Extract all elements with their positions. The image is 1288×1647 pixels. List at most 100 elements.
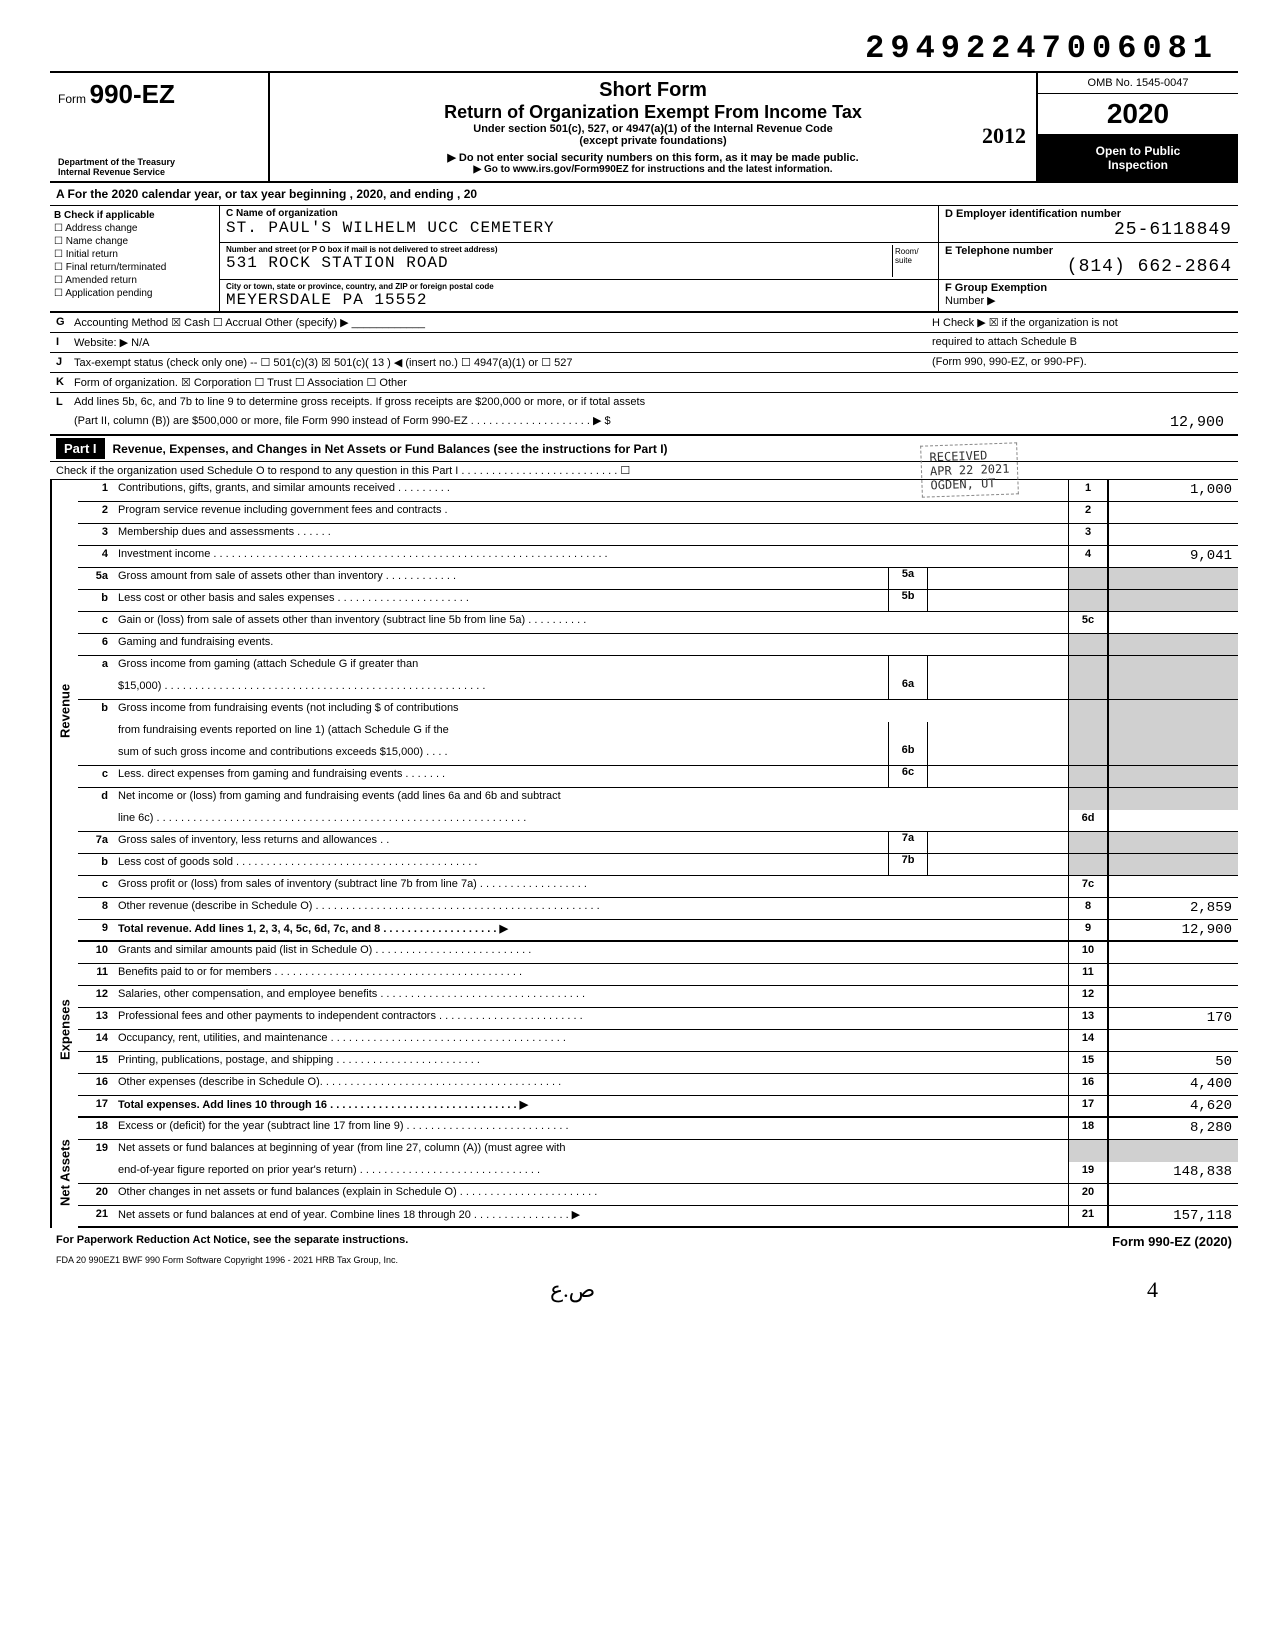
ln-6d-amt1 xyxy=(1108,788,1238,810)
ln-6c-amt xyxy=(1108,766,1238,787)
E-label: E Telephone number xyxy=(945,245,1232,257)
ln-2-box: 2 xyxy=(1068,502,1108,523)
ln-7b-no: b xyxy=(78,854,114,875)
page-footer: For Paperwork Reduction Act Notice, see … xyxy=(50,1230,1238,1253)
ln-3-no: 3 xyxy=(78,524,114,545)
ln-8-no: 8 xyxy=(78,898,114,919)
ln-9-desc: Total revenue. Add lines 1, 2, 3, 4, 5c,… xyxy=(114,920,1068,940)
ln-6-amt xyxy=(1108,634,1238,655)
H3-text: (Form 990, 990-EZ, or 990-PF). xyxy=(932,356,1232,369)
ln-15-box: 15 xyxy=(1068,1052,1108,1073)
ln-6d-desc2: line 6c) . . . . . . . . . . . . . . . .… xyxy=(114,810,1068,831)
form-of-org: Form of organization. ☒ Corporation ☐ Tr… xyxy=(74,376,1232,389)
title-section-text: Under section 501(c), 527, or 4947(a)(1)… xyxy=(473,123,832,135)
ln-6-box xyxy=(1068,634,1108,655)
ln-6a-iamt-blank xyxy=(928,656,1068,678)
ln-16-desc: Other expenses (describe in Schedule O).… xyxy=(114,1074,1068,1095)
ln-5a-box xyxy=(1068,568,1108,589)
bottom-handwriting: ص.ع 4 xyxy=(50,1267,1238,1303)
ln-14-no: 14 xyxy=(78,1030,114,1051)
col-CD: C Name of organization ST. PAUL'S WILHEL… xyxy=(220,206,1238,311)
header-mid: Short Form Return of Organization Exempt… xyxy=(270,73,1038,181)
ln-6b-desc2: from fundraising events reported on line… xyxy=(114,722,888,744)
col-B-checkboxes: B Check if applicable Address change Nam… xyxy=(50,206,220,311)
cb-name-change[interactable]: Name change xyxy=(54,236,215,247)
row-G-H: G Accounting Method ☒ Cash ☐ Accrual Oth… xyxy=(50,313,1238,333)
letter-L: L xyxy=(56,396,74,408)
ln-6c-no: c xyxy=(78,766,114,787)
tax-year: 2020 xyxy=(1038,94,1238,135)
ln-21-box: 21 xyxy=(1068,1206,1108,1226)
ln-7a-box xyxy=(1068,832,1108,853)
ein-cell: D Employer identification number 25-6118… xyxy=(938,206,1238,242)
ln-6b-iamt xyxy=(928,744,1068,765)
org-name-cell: C Name of organization ST. PAUL'S WILHEL… xyxy=(220,206,938,242)
ln-6b-desc3: sum of such gross income and contributio… xyxy=(114,744,888,765)
ln-3-desc: Membership dues and assessments . . . . … xyxy=(114,524,1068,545)
part-I-header-row: Part I Revenue, Expenses, and Changes in… xyxy=(50,436,1238,462)
row-K: K Form of organization. ☒ Corporation ☐ … xyxy=(50,373,1238,393)
ln-10-box: 10 xyxy=(1068,942,1108,963)
page-number-mark: 4 xyxy=(1147,1277,1158,1303)
revenue-body: 1Contributions, gifts, grants, and simil… xyxy=(78,480,1238,942)
cb-initial-return[interactable]: Initial return xyxy=(54,249,215,260)
ln-7a-desc: Gross sales of inventory, less returns a… xyxy=(114,832,888,853)
omb-number: OMB No. 1545-0047 xyxy=(1038,73,1238,94)
ln-4-box: 4 xyxy=(1068,546,1108,567)
H2-text: required to attach Schedule B xyxy=(932,336,1232,349)
city-value: MEYERSDALE PA 15552 xyxy=(226,291,932,309)
ln-7c-desc: Gross profit or (loss) from sales of inv… xyxy=(114,876,1068,897)
goto-url: ▶ Go to www.irs.gov/Form990EZ for instru… xyxy=(278,164,1028,175)
website: Website: ▶ N/A xyxy=(74,336,932,349)
ln-6d-amt xyxy=(1108,810,1238,831)
ln-7b-box xyxy=(1068,854,1108,875)
room-suite-label: Room/ suite xyxy=(892,245,932,277)
ln-6b-box2 xyxy=(1068,722,1108,744)
ln-6d-box: 6d xyxy=(1068,810,1108,831)
ln-3-box: 3 xyxy=(1068,524,1108,545)
initials-mark: ص.ع xyxy=(550,1277,595,1303)
paperwork-notice: For Paperwork Reduction Act Notice, see … xyxy=(56,1234,408,1249)
ln-6a-desc2: $15,000) . . . . . . . . . . . . . . . .… xyxy=(114,678,888,699)
form-prefix: Form xyxy=(58,92,86,106)
netassets-body: 18Excess or (deficit) for the year (subt… xyxy=(78,1118,1238,1228)
ln-6c-ibox: 6c xyxy=(888,766,928,787)
cb-address-change[interactable]: Address change xyxy=(54,223,215,234)
cb-amended-return[interactable]: Amended return xyxy=(54,275,215,286)
ln-19-amt1 xyxy=(1108,1140,1238,1162)
title-return: Return of Organization Exempt From Incom… xyxy=(278,102,1028,123)
ln-21-no: 21 xyxy=(78,1206,114,1226)
ln-6-no: 6 xyxy=(78,634,114,655)
ln-17-desc-text: Total expenses. Add lines 10 through 16 … xyxy=(118,1099,528,1111)
ln-19-desc1: Net assets or fund balances at beginning… xyxy=(114,1140,1068,1162)
ln-21-desc: Net assets or fund balances at end of ye… xyxy=(114,1206,1068,1226)
header-left: Form 990-EZ Department of the Treasury I… xyxy=(50,73,270,181)
cb-application-pending[interactable]: Application pending xyxy=(54,288,215,299)
part-I-title: Revenue, Expenses, and Changes in Net As… xyxy=(113,442,668,456)
ln-2-desc: Program service revenue including govern… xyxy=(114,502,1068,523)
ln-11-box: 11 xyxy=(1068,964,1108,985)
ln-2-amt xyxy=(1108,502,1238,523)
letter-J: J xyxy=(56,356,74,369)
ln-20-no: 20 xyxy=(78,1184,114,1205)
L-amount: 12,900 xyxy=(1170,414,1232,431)
ln-9-no: 9 xyxy=(78,920,114,940)
ln-6b-ibox-blank xyxy=(888,722,928,744)
ln-3-amt xyxy=(1108,524,1238,545)
ln-5a-amt xyxy=(1108,568,1238,589)
cb-final-return[interactable]: Final return/terminated xyxy=(54,262,215,273)
ln-6b-no3 xyxy=(78,744,114,765)
ln-10-desc: Grants and similar amounts paid (list in… xyxy=(114,942,1068,963)
ln-10-no: 10 xyxy=(78,942,114,963)
ln-19-box: 19 xyxy=(1068,1162,1108,1183)
ln-11-desc: Benefits paid to or for members . . . . … xyxy=(114,964,1068,985)
ln-20-desc: Other changes in net assets or fund bala… xyxy=(114,1184,1068,1205)
ln-7b-iamt xyxy=(928,854,1068,875)
ln-6b-desc1: Gross income from fundraising events (no… xyxy=(114,700,1068,722)
ln-6c-box xyxy=(1068,766,1108,787)
ln-17-amt: 4,620 xyxy=(1108,1096,1238,1116)
letter-L-blank xyxy=(56,414,74,431)
ln-6b-no: b xyxy=(78,700,114,722)
city-cell: City or town, state or province, country… xyxy=(220,280,938,311)
letter-K: K xyxy=(56,376,74,389)
